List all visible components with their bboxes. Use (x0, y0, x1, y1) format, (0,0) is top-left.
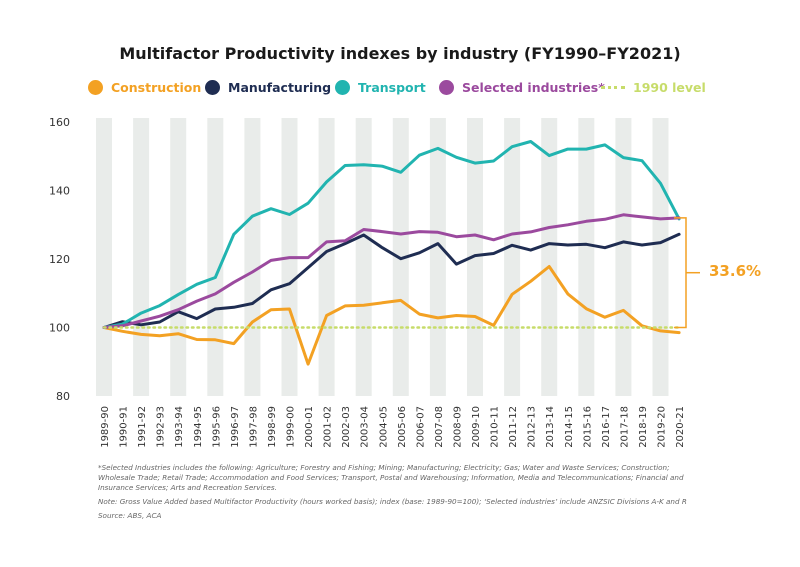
x-tick-label: 2005-06 (397, 406, 408, 448)
x-tick-label: 1991-92 (137, 406, 148, 448)
legend-label-construction: Construction (111, 80, 202, 95)
x-tick-label: 2011-12 (508, 406, 519, 448)
legend-item-manufacturing: Manufacturing (205, 80, 331, 95)
legend: Construction Manufacturing Transport Sel… (0, 80, 800, 100)
y-tick-label: 140 (49, 185, 70, 198)
x-tick-label: 1990-91 (119, 406, 130, 448)
legend-label-baseline: 1990 level (633, 80, 706, 95)
x-tick-label: 1996-97 (230, 406, 241, 448)
x-tick-label: 2013-14 (545, 406, 556, 448)
methodology-note: Note: Gross Value Added based Multifacto… (98, 497, 687, 506)
x-tick-label: 1997-98 (248, 406, 259, 448)
x-tick-label: 2009-10 (471, 406, 482, 448)
legend-label-manufacturing: Manufacturing (228, 80, 332, 95)
column-band (170, 118, 187, 396)
change-label: 33.6% (709, 262, 762, 280)
source-note: Source: ABS, ACA (98, 511, 162, 520)
x-tick-label: 1995-96 (211, 406, 222, 448)
column-band (652, 118, 669, 396)
y-tick-label: 120 (49, 253, 70, 266)
column-band (541, 118, 558, 396)
x-tick-label: 1998-99 (267, 406, 278, 448)
x-tick-label: 2010-11 (490, 406, 501, 448)
x-tick-label: 2004-05 (378, 406, 389, 448)
x-tick-label: 2001-02 (323, 406, 334, 448)
manufacturing-swatch (205, 80, 220, 95)
y-tick-label: 100 (49, 322, 70, 335)
x-tick-label: 1993-94 (174, 406, 185, 448)
x-tick-label: 2006-07 (415, 406, 426, 448)
legend-item-selected: Selected industries* (439, 80, 605, 95)
x-tick-label: 2015-16 (582, 406, 593, 448)
x-tick-label: 2017-18 (619, 406, 630, 448)
column-band (429, 118, 446, 396)
x-tick-label: 2020-21 (675, 406, 686, 448)
transport-swatch (335, 80, 350, 95)
x-tick-label: 2012-13 (527, 406, 538, 448)
column-band (504, 118, 521, 396)
x-tick-label: 1992-93 (156, 406, 167, 448)
x-tick-label: 2007-08 (434, 406, 445, 448)
x-tick-label: 2016-17 (601, 406, 612, 448)
x-tick-label: 1989-90 (100, 406, 111, 448)
x-tick-label: 2018-19 (638, 406, 649, 448)
x-tick-label: 1994-95 (193, 406, 204, 448)
selected-industries-footnote: *Selected Industries includes the follow… (98, 463, 684, 492)
series-line-selected (102, 213, 681, 329)
column-band (578, 118, 595, 396)
x-tick-label: 2014-15 (564, 406, 575, 448)
series-line-transport (102, 140, 681, 329)
x-tick-label: 1999-00 (286, 406, 297, 448)
series-line-manufacturing (102, 232, 681, 329)
legend-item-baseline: 1990 level (601, 80, 706, 95)
column-band (207, 118, 224, 396)
column-band (355, 118, 372, 396)
x-tick-label: 2003-04 (360, 406, 371, 448)
chart-notes: *Selected Industries includes the follow… (98, 463, 698, 525)
construction-swatch (88, 80, 103, 95)
x-tick-label: 2019-20 (657, 406, 668, 448)
column-band (96, 118, 112, 396)
x-tick-label: 2008-09 (452, 406, 463, 448)
series-line-construction (102, 265, 681, 366)
column-band (133, 118, 150, 396)
baseline-swatch (601, 86, 625, 89)
x-tick-label: 2000-01 (304, 406, 315, 448)
y-tick-label: 160 (49, 116, 70, 129)
legend-label-selected: Selected industries* (462, 80, 605, 95)
chart-title: Multifactor Productivity indexes by indu… (119, 44, 681, 63)
x-tick-label: 2002-03 (341, 406, 352, 448)
y-tick-label: 80 (56, 390, 70, 403)
column-band (244, 118, 261, 396)
legend-label-transport: Transport (358, 80, 426, 95)
legend-item-transport: Transport (335, 80, 426, 95)
legend-item-construction: Construction (88, 80, 201, 95)
selected-swatch (439, 80, 454, 95)
